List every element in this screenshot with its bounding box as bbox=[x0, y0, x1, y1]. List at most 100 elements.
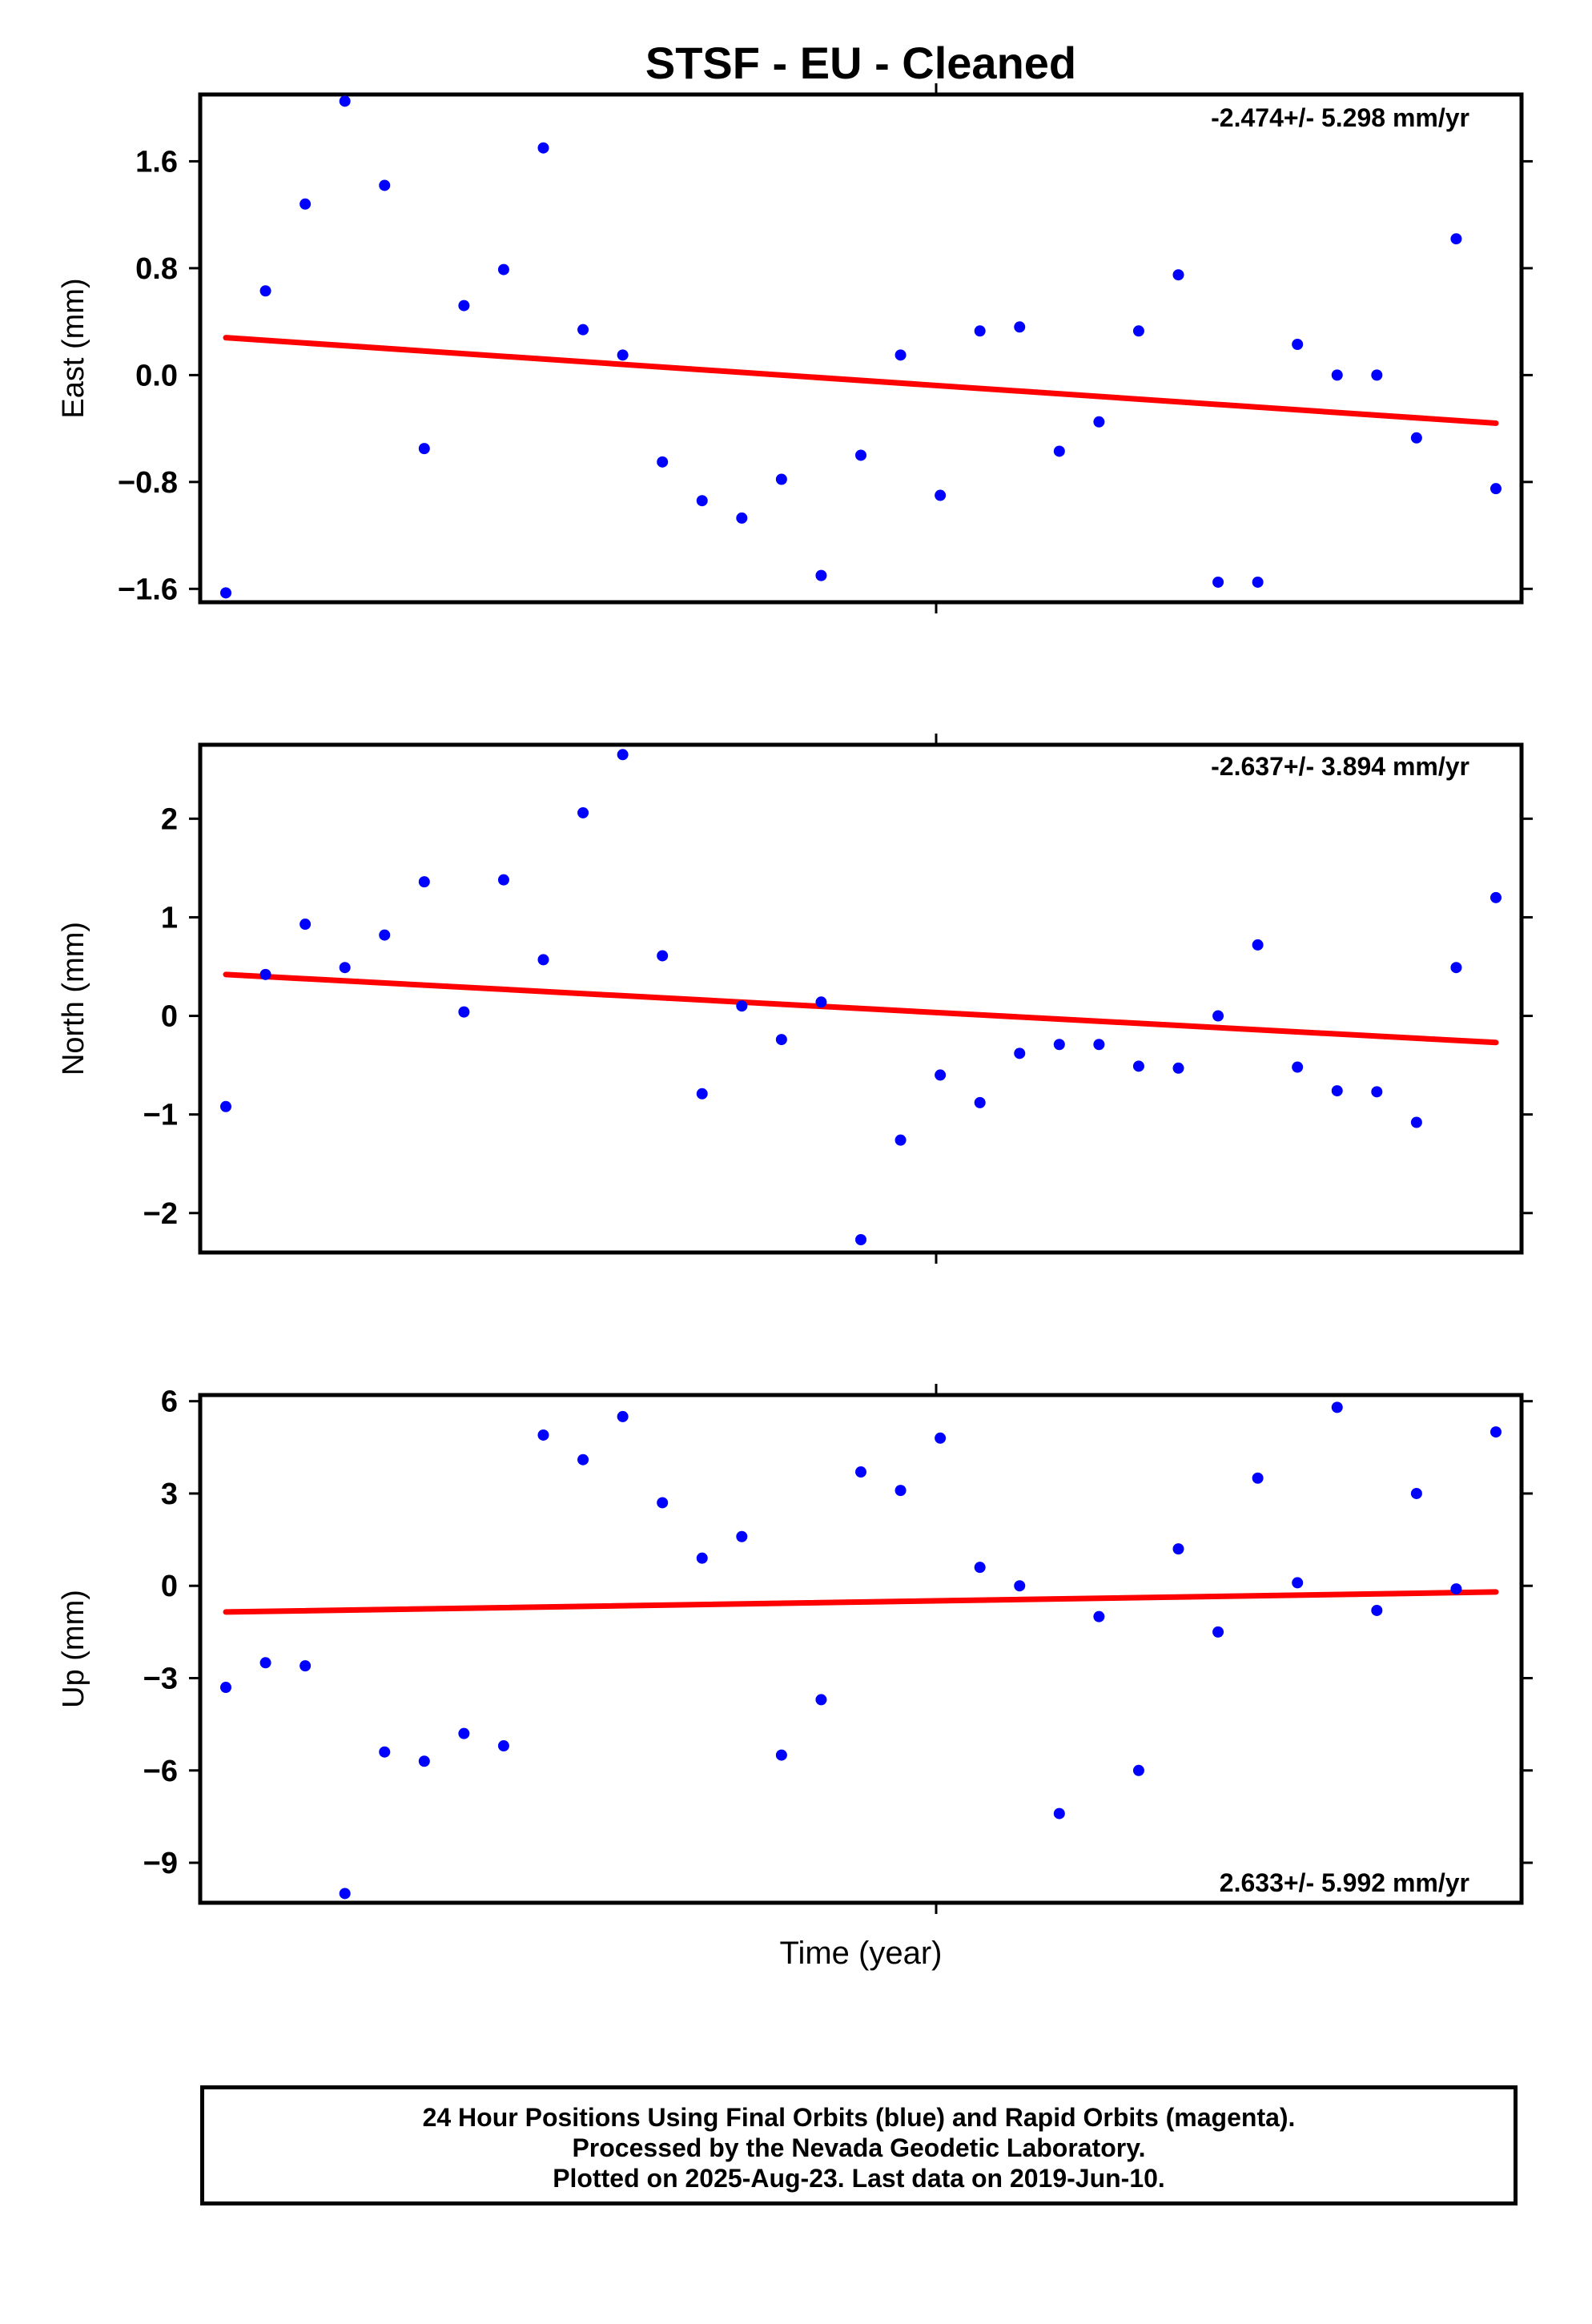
east-data-point bbox=[1490, 483, 1502, 495]
north-data-point bbox=[1371, 1086, 1383, 1098]
up-data-point bbox=[1053, 1807, 1065, 1819]
east-ytick-label: −1.6 bbox=[118, 573, 178, 606]
east-data-point bbox=[1331, 369, 1343, 381]
footer-line-2: Processed by the Nevada Geodetic Laborat… bbox=[572, 2133, 1146, 2162]
north-data-point bbox=[1053, 1039, 1065, 1051]
up-data-point bbox=[220, 1682, 231, 1694]
east-data-point bbox=[657, 456, 669, 468]
up-data-point bbox=[1371, 1604, 1383, 1616]
north-data-point bbox=[1093, 1039, 1105, 1051]
north-ytick-label: 0 bbox=[161, 1000, 178, 1034]
east-data-point bbox=[1410, 432, 1422, 444]
east-data-point bbox=[1252, 576, 1264, 588]
north-data-point bbox=[497, 874, 509, 886]
east-data-point bbox=[458, 300, 470, 312]
east-data-point bbox=[1132, 325, 1144, 337]
east-data-point bbox=[894, 349, 907, 361]
east-data-point bbox=[259, 285, 271, 297]
up-data-point bbox=[1132, 1764, 1144, 1776]
up-ytick-label: −9 bbox=[143, 1847, 178, 1880]
up-data-point bbox=[1093, 1610, 1105, 1622]
north-y-axis-label: North (mm) bbox=[57, 922, 90, 1076]
footer-line-1: 24 Hour Positions Using Final Orbits (bl… bbox=[422, 2103, 1296, 2132]
north-data-point bbox=[259, 968, 271, 980]
east-data-point bbox=[696, 495, 708, 507]
north-data-point bbox=[617, 749, 629, 761]
up-data-point bbox=[577, 1454, 589, 1466]
north-data-point bbox=[657, 950, 669, 962]
east-data-point bbox=[775, 473, 787, 485]
east-rate-label: -2.474+/- 5.298 mm/yr bbox=[1211, 103, 1469, 132]
east-data-point bbox=[1053, 445, 1065, 457]
east-data-point bbox=[339, 95, 351, 107]
up-data-point bbox=[300, 1660, 312, 1672]
east-data-point bbox=[379, 179, 391, 191]
chart-title: STSF - EU - Cleaned bbox=[645, 38, 1076, 88]
up-data-point bbox=[1014, 1580, 1026, 1592]
up-data-point bbox=[339, 1888, 351, 1900]
east-y-axis-label: East (mm) bbox=[57, 278, 90, 418]
east-data-point bbox=[855, 449, 866, 461]
north-data-point bbox=[736, 1000, 748, 1012]
north-data-point bbox=[1132, 1060, 1144, 1072]
panels: −1.6 −0.8 0.0 0.8 1.6 East (mm) -2.474+/- 5.29… bbox=[57, 83, 1533, 1914]
up-data-point bbox=[1172, 1543, 1184, 1555]
north-data-point bbox=[577, 806, 589, 818]
north-ytick-label: −2 bbox=[143, 1197, 178, 1231]
east-data-point bbox=[577, 324, 589, 336]
up-data-point bbox=[1292, 1577, 1304, 1589]
north-data-point bbox=[1331, 1085, 1343, 1097]
up-ytick-label: −6 bbox=[143, 1755, 178, 1788]
east-data-point bbox=[537, 142, 549, 154]
east-panel: −1.6 −0.8 0.0 0.8 1.6 East (mm) -2.474+/- 5.29… bbox=[57, 83, 1533, 613]
up-data-point bbox=[418, 1755, 430, 1767]
north-data-point bbox=[894, 1134, 907, 1146]
north-data-point bbox=[339, 962, 351, 974]
east-data-point bbox=[1371, 369, 1383, 381]
up-y-axis-label: Up (mm) bbox=[57, 1590, 90, 1708]
up-data-point bbox=[1450, 1583, 1462, 1595]
north-data-point bbox=[1212, 1010, 1224, 1022]
north-data-point bbox=[1410, 1116, 1422, 1128]
up-data-point bbox=[1410, 1487, 1422, 1499]
up-data-point bbox=[458, 1727, 470, 1739]
up-data-point bbox=[657, 1497, 669, 1509]
north-data-point bbox=[1014, 1047, 1026, 1059]
north-data-point bbox=[935, 1069, 947, 1081]
up-data-point bbox=[935, 1432, 947, 1444]
east-data-point bbox=[418, 443, 430, 455]
up-ytick-label: −3 bbox=[143, 1663, 178, 1696]
east-trend-line bbox=[223, 335, 1499, 426]
east-data-point bbox=[815, 569, 827, 581]
north-data-point bbox=[815, 996, 827, 1008]
east-data-point bbox=[1172, 269, 1184, 281]
up-data-point bbox=[259, 1657, 271, 1669]
north-data-point bbox=[1450, 962, 1462, 974]
north-panel: −2 −1 0 1 2 North (mm) -2.637+/- 3.894 mm/yr bbox=[57, 734, 1533, 1264]
north-plot-frame bbox=[198, 742, 1524, 1255]
east-data-point bbox=[1450, 233, 1462, 245]
up-data-point bbox=[379, 1746, 391, 1758]
north-data-point bbox=[974, 1096, 986, 1108]
up-rate-label: 2.633+/- 5.992 mm/yr bbox=[1220, 1868, 1469, 1897]
up-data-point bbox=[775, 1749, 787, 1761]
north-data-point bbox=[1490, 891, 1502, 903]
east-data-point bbox=[617, 349, 629, 361]
up-ytick-label: 0 bbox=[161, 1570, 178, 1603]
up-data-point bbox=[1331, 1401, 1343, 1413]
footer-caption: 24 Hour Positions Using Final Orbits (bl… bbox=[200, 2085, 1518, 2205]
up-data-point bbox=[1490, 1426, 1502, 1438]
up-data-point bbox=[974, 1562, 986, 1574]
east-data-point bbox=[736, 512, 748, 524]
east-ytick-label: −0.8 bbox=[118, 466, 178, 500]
north-data-point bbox=[379, 929, 391, 941]
up-data-point bbox=[617, 1410, 629, 1422]
north-data-point bbox=[418, 876, 430, 888]
north-data-point bbox=[1252, 939, 1264, 951]
up-plot-frame bbox=[198, 1393, 1524, 1905]
north-data-point bbox=[775, 1034, 787, 1046]
east-data-point bbox=[300, 198, 312, 210]
up-data-point bbox=[736, 1530, 748, 1542]
north-data-point bbox=[1292, 1061, 1304, 1073]
